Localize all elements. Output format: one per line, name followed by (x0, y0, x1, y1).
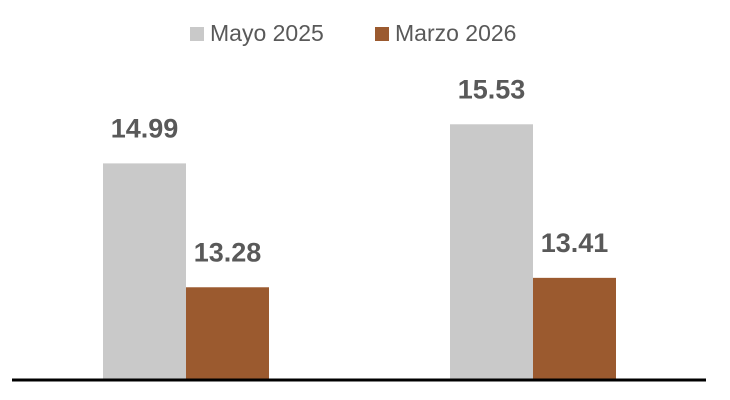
legend-label: Mayo 2025 (210, 20, 324, 46)
legend-swatch (190, 27, 204, 41)
bar (103, 163, 186, 380)
value-label: 13.28 (194, 237, 262, 267)
bar (450, 124, 533, 380)
legend-label: Marzo 2026 (395, 20, 516, 46)
bar (533, 277, 616, 380)
value-label: 15.53 (458, 74, 526, 104)
value-label: 14.99 (111, 114, 179, 144)
bar (186, 287, 269, 380)
legend-swatch (375, 27, 389, 41)
value-label: 13.41 (541, 228, 609, 258)
